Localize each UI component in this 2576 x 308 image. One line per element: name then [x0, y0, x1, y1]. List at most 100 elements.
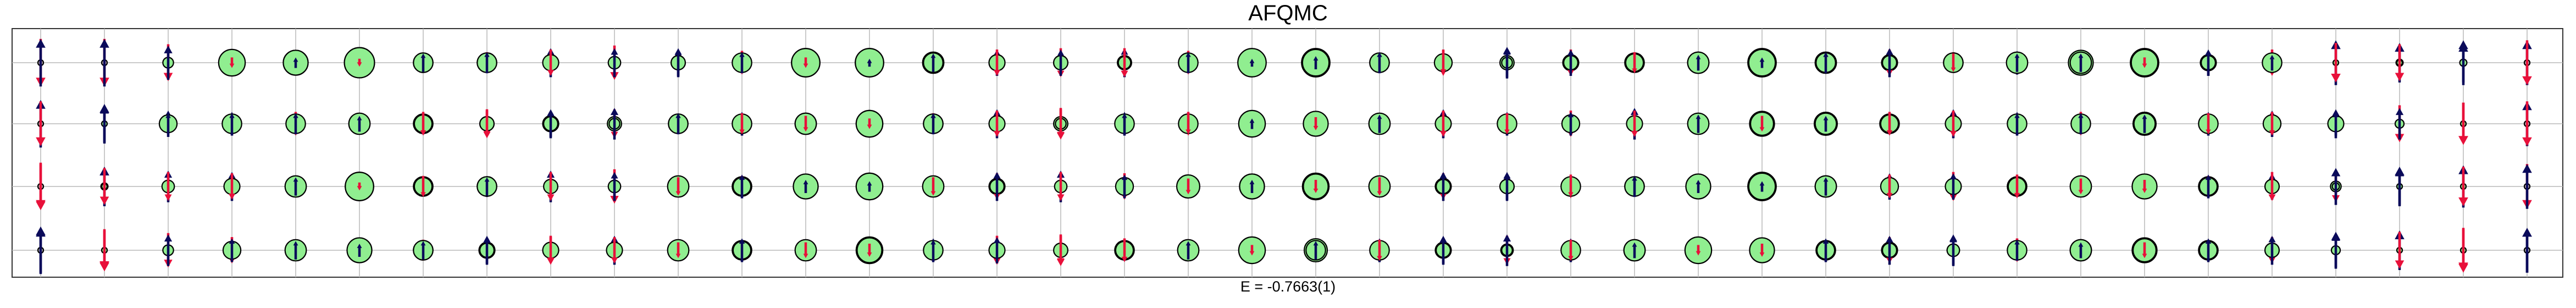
spin-down-arrow: [2331, 43, 2341, 82]
spin-down-arrow: [2458, 102, 2468, 145]
spin-up-arrow: [165, 113, 171, 135]
spin-down-arrow: [2395, 44, 2405, 81]
spin-up-arrow: [420, 53, 426, 72]
spin-down-arrow: [1759, 116, 1765, 132]
spin-up-arrow: [993, 172, 1001, 201]
spin-up-arrow: [1439, 172, 1447, 201]
spin-up-arrow: [1313, 56, 1319, 69]
spin-up-arrow: [2395, 168, 2405, 205]
spin-up-arrow: [1313, 241, 1319, 260]
spin-up-arrow: [2205, 50, 2212, 76]
spin-up-arrow: [739, 238, 745, 262]
spin-down-arrow: [867, 118, 872, 129]
spin-up-arrow: [547, 109, 555, 139]
plot-frame: [12, 28, 2563, 278]
spin-down-arrow: [229, 173, 235, 200]
spin-up-arrow: [867, 181, 872, 192]
spin-down-arrow: [2458, 167, 2468, 206]
spin-down-arrow: [1440, 111, 1447, 137]
spin-up-arrow: [293, 57, 298, 68]
spin-down-arrow: [484, 111, 490, 137]
spin-down-arrow: [1377, 239, 1382, 261]
spin-up-arrow: [1122, 113, 1127, 135]
spin-down-arrow: [1951, 53, 1956, 72]
spin-up-arrow: [994, 237, 1000, 263]
spin-down-arrow: [1632, 52, 1637, 74]
spin-up-arrow: [357, 244, 362, 257]
figure-title: AFQMC: [1248, 1, 1328, 25]
spin-up-arrow: [357, 116, 362, 132]
spin-up-arrow: [930, 113, 936, 135]
spin-down-arrow: [675, 177, 681, 196]
spin-down-arrow: [99, 230, 109, 270]
spin-down-arrow: [2078, 178, 2084, 195]
spin-down-arrow: [1121, 238, 1128, 262]
spin-up-arrow: [2333, 112, 2339, 136]
spin-up-arrow: [1504, 173, 1510, 200]
spin-down-arrow: [547, 237, 554, 263]
spin-down-arrow: [2142, 242, 2147, 258]
spin-up-arrow: [229, 238, 235, 262]
spin-up-arrow: [2078, 242, 2084, 258]
spin-down-arrow: [1440, 51, 1447, 75]
spin-down-arrow: [994, 50, 1000, 76]
spin-up-arrow: [293, 113, 298, 135]
spin-up-arrow: [1185, 52, 1191, 74]
spin-down-arrow: [1185, 113, 1191, 135]
spin-up-arrow: [2078, 53, 2084, 72]
spin-down-arrow: [357, 58, 362, 67]
spin-up-arrow: [99, 38, 109, 87]
spin-down-arrow: [1950, 111, 1957, 137]
spin-up-arrow: [484, 177, 490, 196]
spin-up-arrow: [1057, 50, 1064, 76]
spin-up-arrow: [293, 177, 298, 196]
spin-down-arrow: [36, 164, 46, 209]
spin-up-arrow: [1185, 241, 1191, 260]
spin-down-arrow: [1568, 239, 1574, 261]
spin-up-arrow: [1377, 114, 1382, 133]
spin-up-arrow: [1567, 112, 1574, 136]
spin-down-arrow: [1568, 175, 1574, 197]
spin-up-arrow: [1823, 177, 1829, 196]
spin-up-arrow: [36, 228, 46, 273]
spin-up-arrow: [1696, 180, 1701, 193]
spin-up-arrow: [483, 235, 491, 265]
spin-up-arrow: [1823, 116, 1829, 132]
spin-up-arrow: [1759, 57, 1765, 68]
spin-down-arrow: [611, 237, 618, 263]
spin-up-arrow: [420, 241, 426, 260]
spin-down-arrow: [2206, 113, 2211, 135]
spin-up-arrow: [611, 48, 618, 78]
spin-down-arrow: [1886, 174, 1893, 199]
spin-up-arrow: [930, 239, 936, 261]
spin-up-arrow: [229, 113, 235, 135]
spin-down-arrow: [1121, 48, 1128, 78]
energy-caption: E = -0.7663(1): [1240, 278, 1336, 295]
spin-down-arrow: [1056, 108, 1065, 140]
spin-up-arrow: [1759, 181, 1765, 192]
spin-down-arrow: [1249, 245, 1255, 256]
spin-up-arrow: [2522, 164, 2532, 209]
spin-down-arrow: [2395, 232, 2405, 269]
spin-down-arrow: [2269, 112, 2275, 136]
spin-up-arrow: [739, 52, 745, 74]
spin-up-arrow: [2331, 233, 2340, 268]
spin-up-arrow: [1567, 50, 1574, 76]
spin-up-arrow: [1822, 238, 1829, 262]
spin-down-arrow: [420, 175, 426, 197]
spin-down-arrow: [1313, 117, 1319, 130]
spin-down-arrow: [994, 111, 1000, 137]
spin-up-arrow: [2268, 235, 2276, 265]
spin-down-arrow: [229, 57, 235, 68]
spin-down-arrow: [1696, 245, 1701, 256]
spin-up-arrow: [2078, 113, 2084, 135]
spin-down-arrow: [357, 182, 362, 191]
spin-down-arrow: [2522, 40, 2532, 85]
spin-down-arrow: [803, 242, 808, 258]
spin-down-arrow: [1631, 111, 1638, 137]
spin-up-arrow: [1886, 48, 1893, 78]
spin-down-arrow: [1886, 112, 1893, 136]
spin-up-arrow: [2014, 53, 2020, 72]
spin-up-arrow: [1823, 52, 1829, 74]
